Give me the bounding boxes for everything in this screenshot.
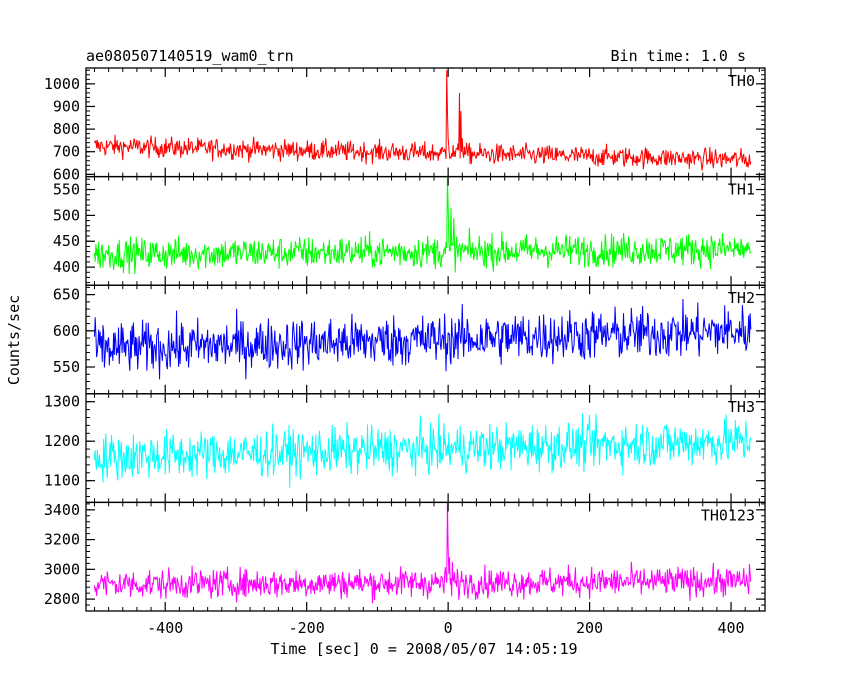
x-tick-labels: -400 -200 0 200 400: [147, 619, 744, 637]
y-tick-label: 2800: [44, 590, 80, 608]
y-tick-label: 1000: [44, 75, 80, 93]
panel-th3: 1100 1200 1300 TH3: [44, 393, 766, 504]
x-tick-label: 0: [444, 619, 453, 637]
panel-th1: 400 450 500 550 TH1: [53, 175, 766, 286]
series-th0: [94, 70, 752, 171]
panel-frame: [85, 501, 766, 612]
panel-name-label: TH3: [728, 398, 755, 416]
x-tick-label: 400: [718, 619, 745, 637]
x-axis-label: Time [sec] 0 = 2008/05/07 14:05:19: [270, 640, 577, 658]
series-th3: [93, 413, 752, 488]
y-tick-label: 600: [53, 165, 80, 183]
y-tick-label: 1100: [44, 472, 80, 490]
y-tick-label: 1200: [44, 432, 80, 450]
y-axis-label: Counts/sec: [5, 295, 23, 385]
y-tick-label: 400: [53, 258, 80, 276]
panel-name-label: TH1: [728, 181, 755, 199]
panel-th2: 550 600 650 TH2: [53, 284, 766, 395]
y-tick-label: 650: [53, 286, 80, 304]
y-tick-label: 3000: [44, 560, 80, 578]
series-th2: [93, 298, 752, 380]
x-tick-label: -200: [289, 619, 325, 637]
y-tick-label: 600: [53, 322, 80, 340]
y-tick-label: 500: [53, 206, 80, 224]
panel-name-label: TH0: [728, 72, 755, 90]
series-th1: [93, 176, 752, 275]
y-tick-label: 900: [53, 97, 80, 115]
y-tick-label: 700: [53, 143, 80, 161]
y-tick-label: 450: [53, 232, 80, 250]
panel-name-label: TH2: [728, 289, 755, 307]
x-tick-label: -400: [147, 619, 183, 637]
x-tick-label: 200: [576, 619, 603, 637]
panel-th0123: 2800 3000 3200 3400 TH0123: [44, 501, 766, 612]
y-tick-label: 550: [53, 358, 80, 376]
panel-name-label: TH0123: [701, 506, 755, 524]
y-tick-label: 800: [53, 120, 80, 138]
panel-frame: [85, 175, 766, 286]
chart-title: ae080507140519_wam0_trn: [86, 47, 294, 65]
bin-time-label: Bin time: 1.0 s: [611, 47, 746, 65]
y-tick-label: 550: [53, 181, 80, 199]
panel-frame: [85, 67, 766, 178]
panel-th0: 600 700 800 900 1000 TH0: [44, 67, 766, 183]
y-tick-label: 3400: [44, 501, 80, 519]
series-th0123: [93, 502, 752, 604]
y-tick-label: 3200: [44, 531, 80, 549]
y-tick-label: 1300: [44, 393, 80, 411]
